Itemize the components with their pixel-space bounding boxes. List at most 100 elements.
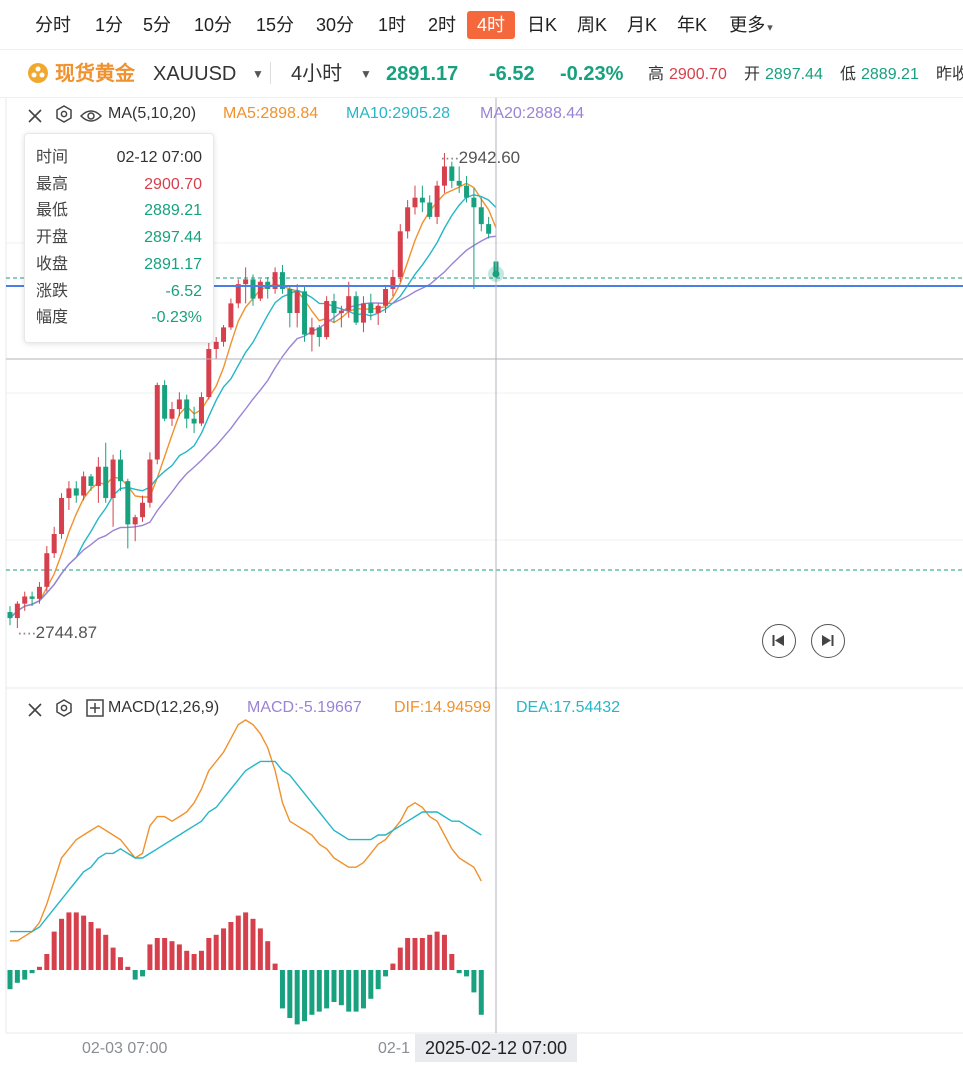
candle-body — [147, 459, 153, 503]
chevron-down-icon: ▾ — [767, 22, 773, 34]
macd-histogram-bar — [464, 970, 470, 977]
candle-body — [198, 397, 204, 424]
candle-body — [213, 341, 219, 350]
tab-period[interactable]: 15分 — [246, 11, 304, 39]
macd-histogram-bar — [287, 970, 293, 1018]
prev-button[interactable] — [762, 624, 796, 658]
candle-body — [324, 300, 330, 338]
tab-period[interactable]: 1时 — [369, 11, 415, 39]
candle-body — [464, 185, 470, 198]
candle-body — [441, 166, 447, 186]
next-button[interactable] — [811, 624, 845, 658]
macd-histogram-bar — [110, 947, 116, 970]
settings-icon[interactable] — [55, 699, 73, 727]
candle-body — [353, 296, 359, 323]
macd-histogram-bar — [29, 970, 35, 974]
tab-more[interactable]: 更多 ▾ — [719, 11, 783, 39]
candle-body — [302, 291, 308, 335]
tab-period[interactable]: 30分 — [306, 11, 364, 39]
ma20-value: MA20:2888.44 — [480, 105, 585, 122]
candle-body — [221, 327, 227, 342]
macd-histogram-bar — [272, 963, 278, 970]
price-change-pct: -0.23% — [560, 63, 624, 85]
instrument-name[interactable]: 现货黄金 — [55, 63, 135, 85]
tooltip-key: 收盘 — [36, 255, 69, 273]
candle-body — [397, 231, 403, 277]
macd-histogram-bar — [441, 934, 447, 970]
tab-period[interactable]: 周K — [569, 11, 615, 39]
crosshair-point — [492, 270, 500, 278]
macd-histogram-bar — [176, 944, 182, 970]
symbol-dropdown-icon[interactable]: ▼ — [252, 67, 264, 81]
dif-value: DIF:14.94599 — [394, 699, 491, 716]
tab-period[interactable]: 1分 — [86, 11, 132, 39]
macd-indicator-name[interactable]: MACD(12,26,9) — [108, 699, 220, 716]
macd-histogram-bar — [397, 947, 403, 970]
macd-histogram-bar — [243, 912, 249, 970]
macd-histogram-bar — [14, 970, 20, 983]
macd-histogram-bar — [73, 912, 79, 970]
tooltip-key: 幅度 — [36, 309, 69, 327]
macd-histogram-bar — [184, 950, 190, 970]
macd-histogram-bar — [405, 938, 411, 970]
period-dropdown-icon[interactable]: ▼ — [360, 67, 372, 81]
macd-histogram-bar — [7, 970, 13, 990]
candle-body — [176, 399, 182, 410]
instrument-symbol[interactable]: XAUUSD — [153, 63, 237, 85]
ma10-line — [9, 194, 497, 619]
quote-bar: 现货黄金 XAUUSD ▼ 4小时 ▼ 2891.17 -6.52 -0.23%… — [0, 50, 963, 98]
low-value: 2889.21 — [861, 66, 919, 83]
candle-body — [478, 207, 484, 225]
tab-period[interactable]: 年K — [669, 11, 715, 39]
ma20-line — [9, 235, 497, 619]
ma-indicator-name[interactable]: MA(5,10,20) — [108, 105, 197, 122]
close-icon[interactable] — [27, 700, 43, 728]
macd-histogram-bar — [206, 938, 212, 970]
min-price-label: ····2744.87 — [17, 623, 98, 642]
candle-body — [95, 466, 101, 486]
period-selector[interactable]: 4小时 — [291, 63, 343, 85]
tooltip-key: 最低 — [36, 202, 69, 220]
tab-period[interactable]: 2时 — [419, 11, 465, 39]
macd-histogram-bar — [103, 934, 109, 970]
tab-label: 4时 — [476, 15, 505, 35]
tooltip-value: -6.52 — [165, 282, 202, 300]
close-icon[interactable] — [27, 106, 43, 134]
macd-histogram-bar — [346, 970, 352, 1012]
candle-body — [287, 288, 293, 313]
candle-body — [412, 197, 418, 208]
tab-period[interactable]: 4时 — [467, 11, 515, 39]
skip-forward-icon — [822, 635, 834, 646]
tab-period[interactable]: 10分 — [184, 11, 242, 39]
tab-label: 10分 — [193, 15, 233, 35]
candle-body — [360, 303, 366, 323]
tab-period[interactable]: 分时 — [24, 11, 82, 39]
macd-value: MACD:-5.19667 — [247, 699, 362, 716]
macd-histogram-bar — [95, 928, 101, 970]
tab-period[interactable]: 日K — [519, 11, 565, 39]
candle-body — [294, 291, 300, 313]
macd-histogram-bar — [132, 970, 138, 980]
add-icon[interactable] — [86, 699, 104, 727]
candle-body — [427, 202, 433, 217]
tab-period[interactable]: 5分 — [134, 11, 180, 39]
macd-histogram-bar — [81, 915, 87, 970]
macd-histogram-bar — [449, 954, 455, 970]
candle-body — [390, 276, 396, 289]
settings-icon[interactable] — [55, 105, 73, 133]
eye-icon[interactable] — [79, 106, 103, 134]
high-value: 2900.70 — [669, 66, 727, 83]
candle-body — [29, 596, 35, 599]
macd-histogram-bar — [412, 938, 418, 970]
macd-histogram-bar — [66, 912, 72, 970]
candle-body — [486, 224, 492, 234]
candle-body — [331, 300, 337, 313]
candle-body — [243, 279, 249, 285]
tab-label: 分时 — [35, 15, 71, 35]
macd-histogram-bar — [213, 934, 219, 970]
dif-line — [10, 719, 482, 942]
ohlc-tooltip: 时间 02-12 07:00 最高 2900.70 最低 2889.21 开盘 2897.44… — [24, 133, 214, 343]
tab-period[interactable]: 月K — [619, 11, 665, 39]
candle-body — [449, 166, 455, 181]
